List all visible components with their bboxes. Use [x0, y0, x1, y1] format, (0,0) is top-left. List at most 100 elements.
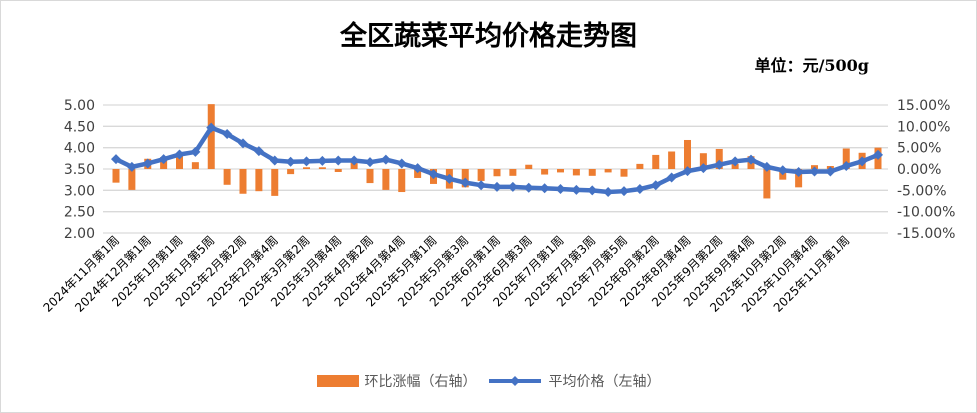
- line-marker: [666, 172, 677, 183]
- bar: [652, 154, 660, 169]
- bar: [287, 169, 295, 175]
- bar: [318, 167, 326, 169]
- line-marker: [111, 154, 121, 165]
- line-marker: [841, 161, 852, 172]
- line-marker: [301, 156, 312, 167]
- bar: [128, 169, 136, 190]
- line-marker: [285, 156, 296, 167]
- line-marker: [206, 122, 217, 133]
- line-marker: [460, 177, 471, 188]
- bar: [414, 169, 422, 178]
- line-marker: [349, 155, 360, 166]
- right-axis-tick: -10.00%: [897, 205, 955, 221]
- left-axis-tick: 5.00: [64, 98, 95, 114]
- line-marker: [539, 183, 550, 194]
- bar: [557, 169, 564, 173]
- bar: [588, 169, 596, 176]
- line-marker: [682, 166, 693, 177]
- bar: [176, 152, 183, 169]
- line-marker: [158, 154, 169, 165]
- line-marker: [317, 155, 328, 166]
- bar: [191, 162, 199, 169]
- line-marker: [571, 184, 582, 195]
- line-marker: [873, 149, 883, 160]
- bar-swatch-icon: [316, 375, 359, 387]
- left-axis-tick: 4.50: [64, 119, 95, 135]
- line-marker: [793, 166, 804, 177]
- bar: [271, 169, 279, 196]
- bar: [620, 169, 628, 177]
- bar: [334, 169, 342, 172]
- line-marker: [730, 156, 741, 167]
- bar: [223, 169, 231, 185]
- legend-line-label: 平均价格（左轴）: [548, 374, 661, 390]
- legend: 环比涨幅（右轴） 平均价格（左轴）: [0, 371, 977, 391]
- bar: [509, 169, 517, 176]
- bar: [731, 163, 739, 169]
- left-axis-tick: 3.00: [64, 183, 95, 199]
- bar: [715, 148, 723, 169]
- right-axis-tick: -15.00%: [897, 226, 955, 242]
- line-marker: [634, 184, 645, 195]
- bar: [699, 153, 707, 169]
- line-marker: [619, 186, 629, 197]
- line-marker-icon: [488, 376, 541, 386]
- bar: [604, 169, 612, 173]
- bar: [398, 169, 406, 193]
- right-axis-tick: 15.00%: [897, 98, 950, 114]
- legend-item-line: 平均价格（左轴）: [487, 371, 661, 391]
- line-marker: [761, 161, 772, 172]
- legend-item-bar: 环比涨幅（右轴）: [316, 371, 477, 391]
- line-marker: [253, 146, 264, 157]
- bar: [207, 104, 215, 169]
- line-marker: [698, 163, 709, 174]
- right-axis-tick: 10.00%: [897, 119, 950, 135]
- bar: [382, 169, 390, 190]
- line-marker: [190, 146, 201, 157]
- right-axis-tick: 0.00%: [897, 162, 941, 178]
- line-marker: [555, 184, 566, 195]
- bar: [112, 169, 120, 183]
- unit-label: 单位：元/500g: [754, 56, 869, 75]
- line-marker: [492, 181, 502, 192]
- line-marker: [142, 158, 153, 169]
- line-marker: [746, 154, 756, 165]
- bar: [477, 169, 485, 181]
- bar: [668, 151, 676, 169]
- bar: [493, 169, 501, 177]
- bar: [525, 164, 533, 169]
- bar: [303, 167, 310, 169]
- line-marker: [714, 159, 725, 170]
- right-axis-tick: 5.00%: [897, 141, 941, 157]
- line-marker: [126, 161, 137, 172]
- bar: [239, 169, 247, 194]
- line-marker: [333, 155, 344, 166]
- legend-bar-label: 环比涨幅（右轴）: [364, 374, 477, 390]
- line-marker: [777, 165, 788, 176]
- line-marker: [825, 166, 836, 177]
- bar: [572, 169, 580, 176]
- chart-title: 全区蔬菜平均价格走势图: [340, 21, 637, 52]
- bar: [842, 148, 850, 169]
- line-marker: [476, 180, 487, 191]
- bar: [795, 169, 803, 188]
- bar: [366, 169, 374, 184]
- line-marker: [222, 129, 233, 140]
- line-marker: [365, 157, 375, 168]
- line-marker: [587, 185, 598, 196]
- line-marker: [412, 163, 423, 174]
- line-marker: [650, 180, 661, 191]
- bar: [763, 169, 771, 199]
- bar: [255, 169, 263, 192]
- left-axis-tick: 3.50: [64, 162, 95, 178]
- bar: [636, 163, 644, 169]
- line-marker: [507, 181, 518, 192]
- bar: [684, 139, 691, 169]
- line-marker: [396, 158, 407, 169]
- line-marker: [238, 138, 248, 149]
- line-marker: [269, 155, 280, 166]
- line-marker: [857, 156, 868, 167]
- left-axis-tick: 2.50: [64, 205, 95, 221]
